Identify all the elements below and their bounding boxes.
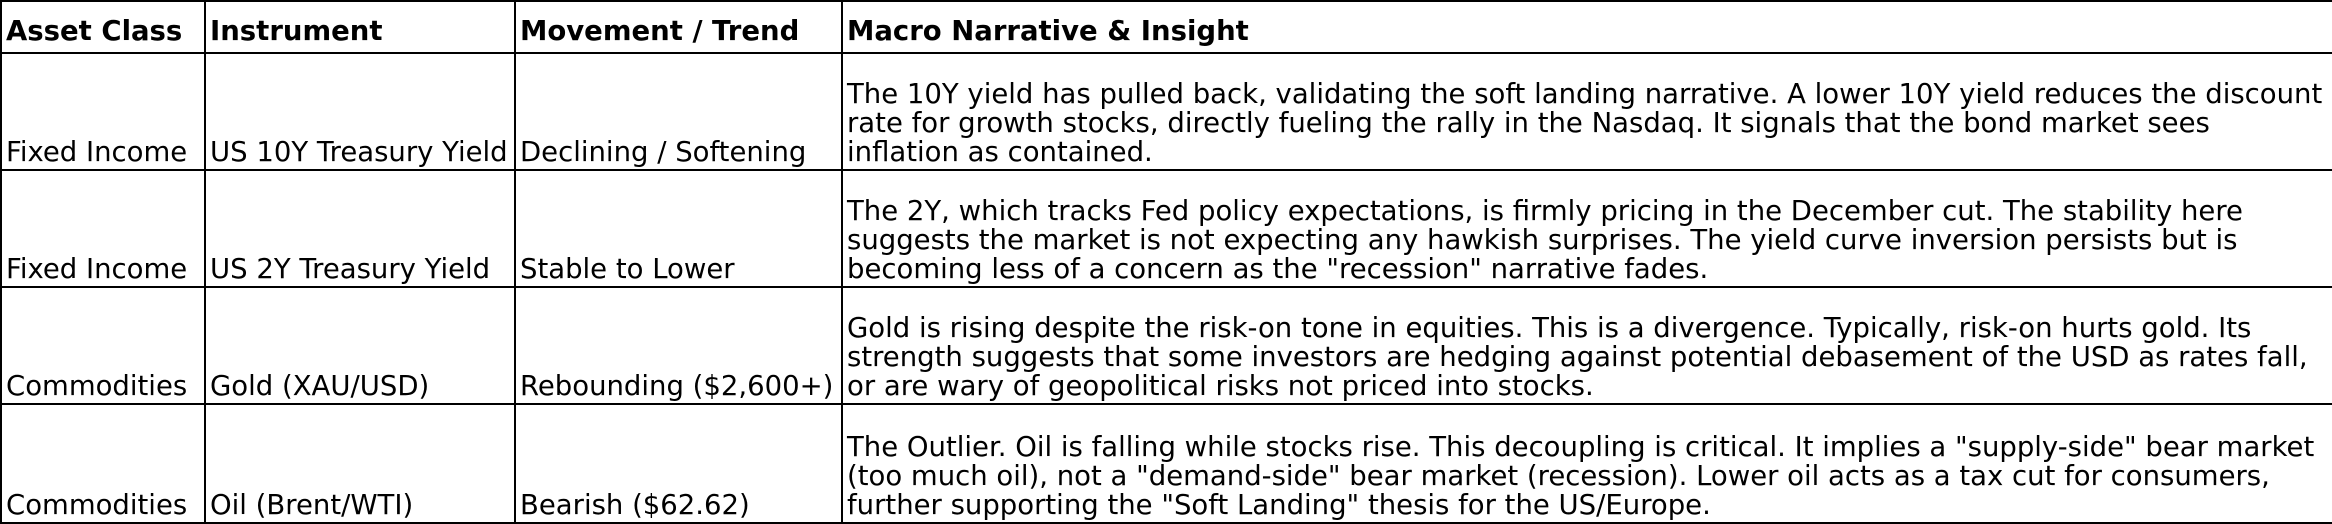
instrument-cell: US 2Y Treasury Yield	[204, 169, 516, 288]
header-macro-narrative: Macro Narrative & Insight	[841, 0, 2332, 54]
header-asset-class: Asset Class	[0, 0, 206, 54]
table-row: Commodities Oil (Brent/WTI) Bearish ($62…	[0, 403, 2332, 524]
table-row: Commodities Gold (XAU/USD) Rebounding ($…	[0, 286, 2332, 405]
table-header-row: Asset Class Instrument Movement / Trend …	[0, 0, 2332, 54]
instrument-cell: Gold (XAU/USD)	[204, 286, 516, 405]
header-instrument: Instrument	[204, 0, 516, 54]
movement-cell: Stable to Lower	[514, 169, 843, 288]
asset-class-cell: Fixed Income	[0, 52, 206, 171]
narrative-cell: The Outlier. Oil is falling while stocks…	[841, 403, 2332, 524]
movement-cell: Rebounding ($2,600+)	[514, 286, 843, 405]
narrative-cell: The 2Y, which tracks Fed policy expectat…	[841, 169, 2332, 288]
narrative-cell: The 10Y yield has pulled back, validatin…	[841, 52, 2332, 171]
instrument-cell: US 10Y Treasury Yield	[204, 52, 516, 171]
asset-class-cell: Commodities	[0, 286, 206, 405]
movement-cell: Bearish ($62.62)	[514, 403, 843, 524]
header-movement-trend: Movement / Trend	[514, 0, 843, 54]
narrative-cell: Gold is rising despite the risk-on tone …	[841, 286, 2332, 405]
movement-cell: Declining / Softening	[514, 52, 843, 171]
instrument-cell: Oil (Brent/WTI)	[204, 403, 516, 524]
table-row: Fixed Income US 10Y Treasury Yield Decli…	[0, 52, 2332, 171]
asset-class-cell: Fixed Income	[0, 169, 206, 288]
table-row: Fixed Income US 2Y Treasury Yield Stable…	[0, 169, 2332, 288]
asset-class-cell: Commodities	[0, 403, 206, 524]
